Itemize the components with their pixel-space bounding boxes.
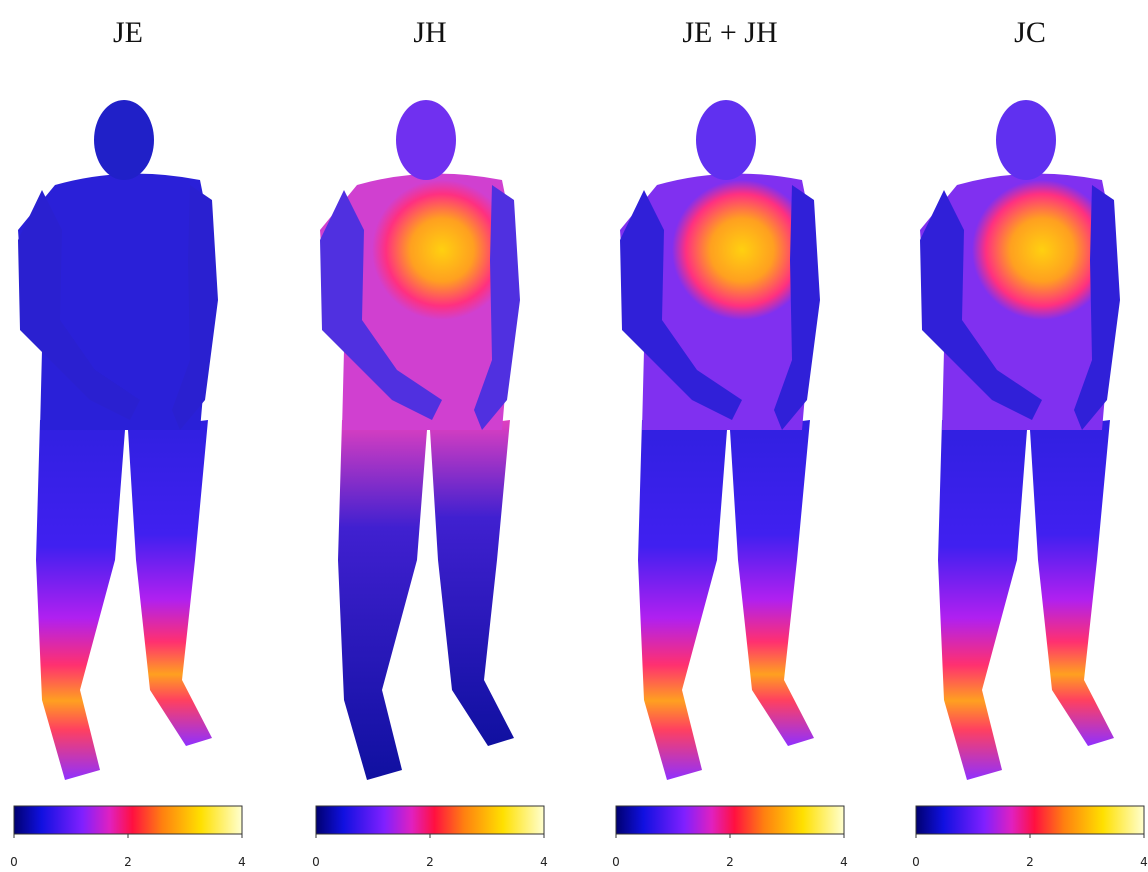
head — [996, 100, 1056, 180]
tick-label: 4 — [238, 855, 246, 869]
panel: JH 0 2 4 — [312, 16, 548, 869]
left-arm — [620, 190, 742, 420]
right-leg — [730, 420, 814, 746]
right-arm — [474, 185, 520, 430]
left-arm — [18, 190, 140, 420]
tick-label: 4 — [840, 855, 848, 869]
body-heatmap — [18, 100, 218, 780]
panel: JE + JH 0 2 4 — [612, 16, 848, 869]
body-heatmap — [320, 100, 520, 780]
head — [696, 100, 756, 180]
tick-label: 2 — [726, 855, 734, 869]
colorbar — [13, 805, 243, 835]
body-heatmap — [620, 100, 820, 780]
panel: JC 0 2 4 — [912, 16, 1148, 869]
right-arm — [1074, 185, 1120, 430]
right-arm — [774, 185, 820, 430]
tick-label: 4 — [540, 855, 548, 869]
left-arm — [920, 190, 1042, 420]
right-leg — [128, 420, 212, 746]
right-leg — [1030, 420, 1114, 746]
tick-label: 0 — [912, 855, 920, 869]
right-arm — [172, 185, 218, 430]
tick-label: 0 — [612, 855, 620, 869]
left-arm — [320, 190, 442, 420]
panel-title: JC — [1014, 16, 1046, 49]
tick-label: 4 — [1140, 855, 1148, 869]
panel: JE 0 2 4 — [10, 16, 246, 869]
left-leg — [36, 420, 125, 780]
tick-label: 2 — [124, 855, 132, 869]
body-heatmap — [920, 100, 1120, 780]
left-leg — [338, 420, 427, 780]
chest-hotspot — [372, 180, 512, 320]
colorbar — [315, 805, 545, 835]
chest-hotspot — [672, 180, 812, 320]
panel-title: JE + JH — [682, 16, 777, 49]
left-leg — [638, 420, 727, 780]
tick-label: 2 — [1026, 855, 1034, 869]
head — [396, 100, 456, 180]
tick-label: 2 — [426, 855, 434, 869]
colorbar — [915, 805, 1145, 835]
tick-label: 0 — [10, 855, 18, 869]
chest-hotspot — [972, 180, 1112, 320]
colorbar — [615, 805, 845, 835]
right-leg — [430, 420, 514, 746]
panel-title: JE — [113, 16, 143, 49]
left-leg — [938, 420, 1027, 780]
panel-title: JH — [413, 16, 446, 49]
head — [94, 100, 154, 180]
tick-label: 0 — [312, 855, 320, 869]
